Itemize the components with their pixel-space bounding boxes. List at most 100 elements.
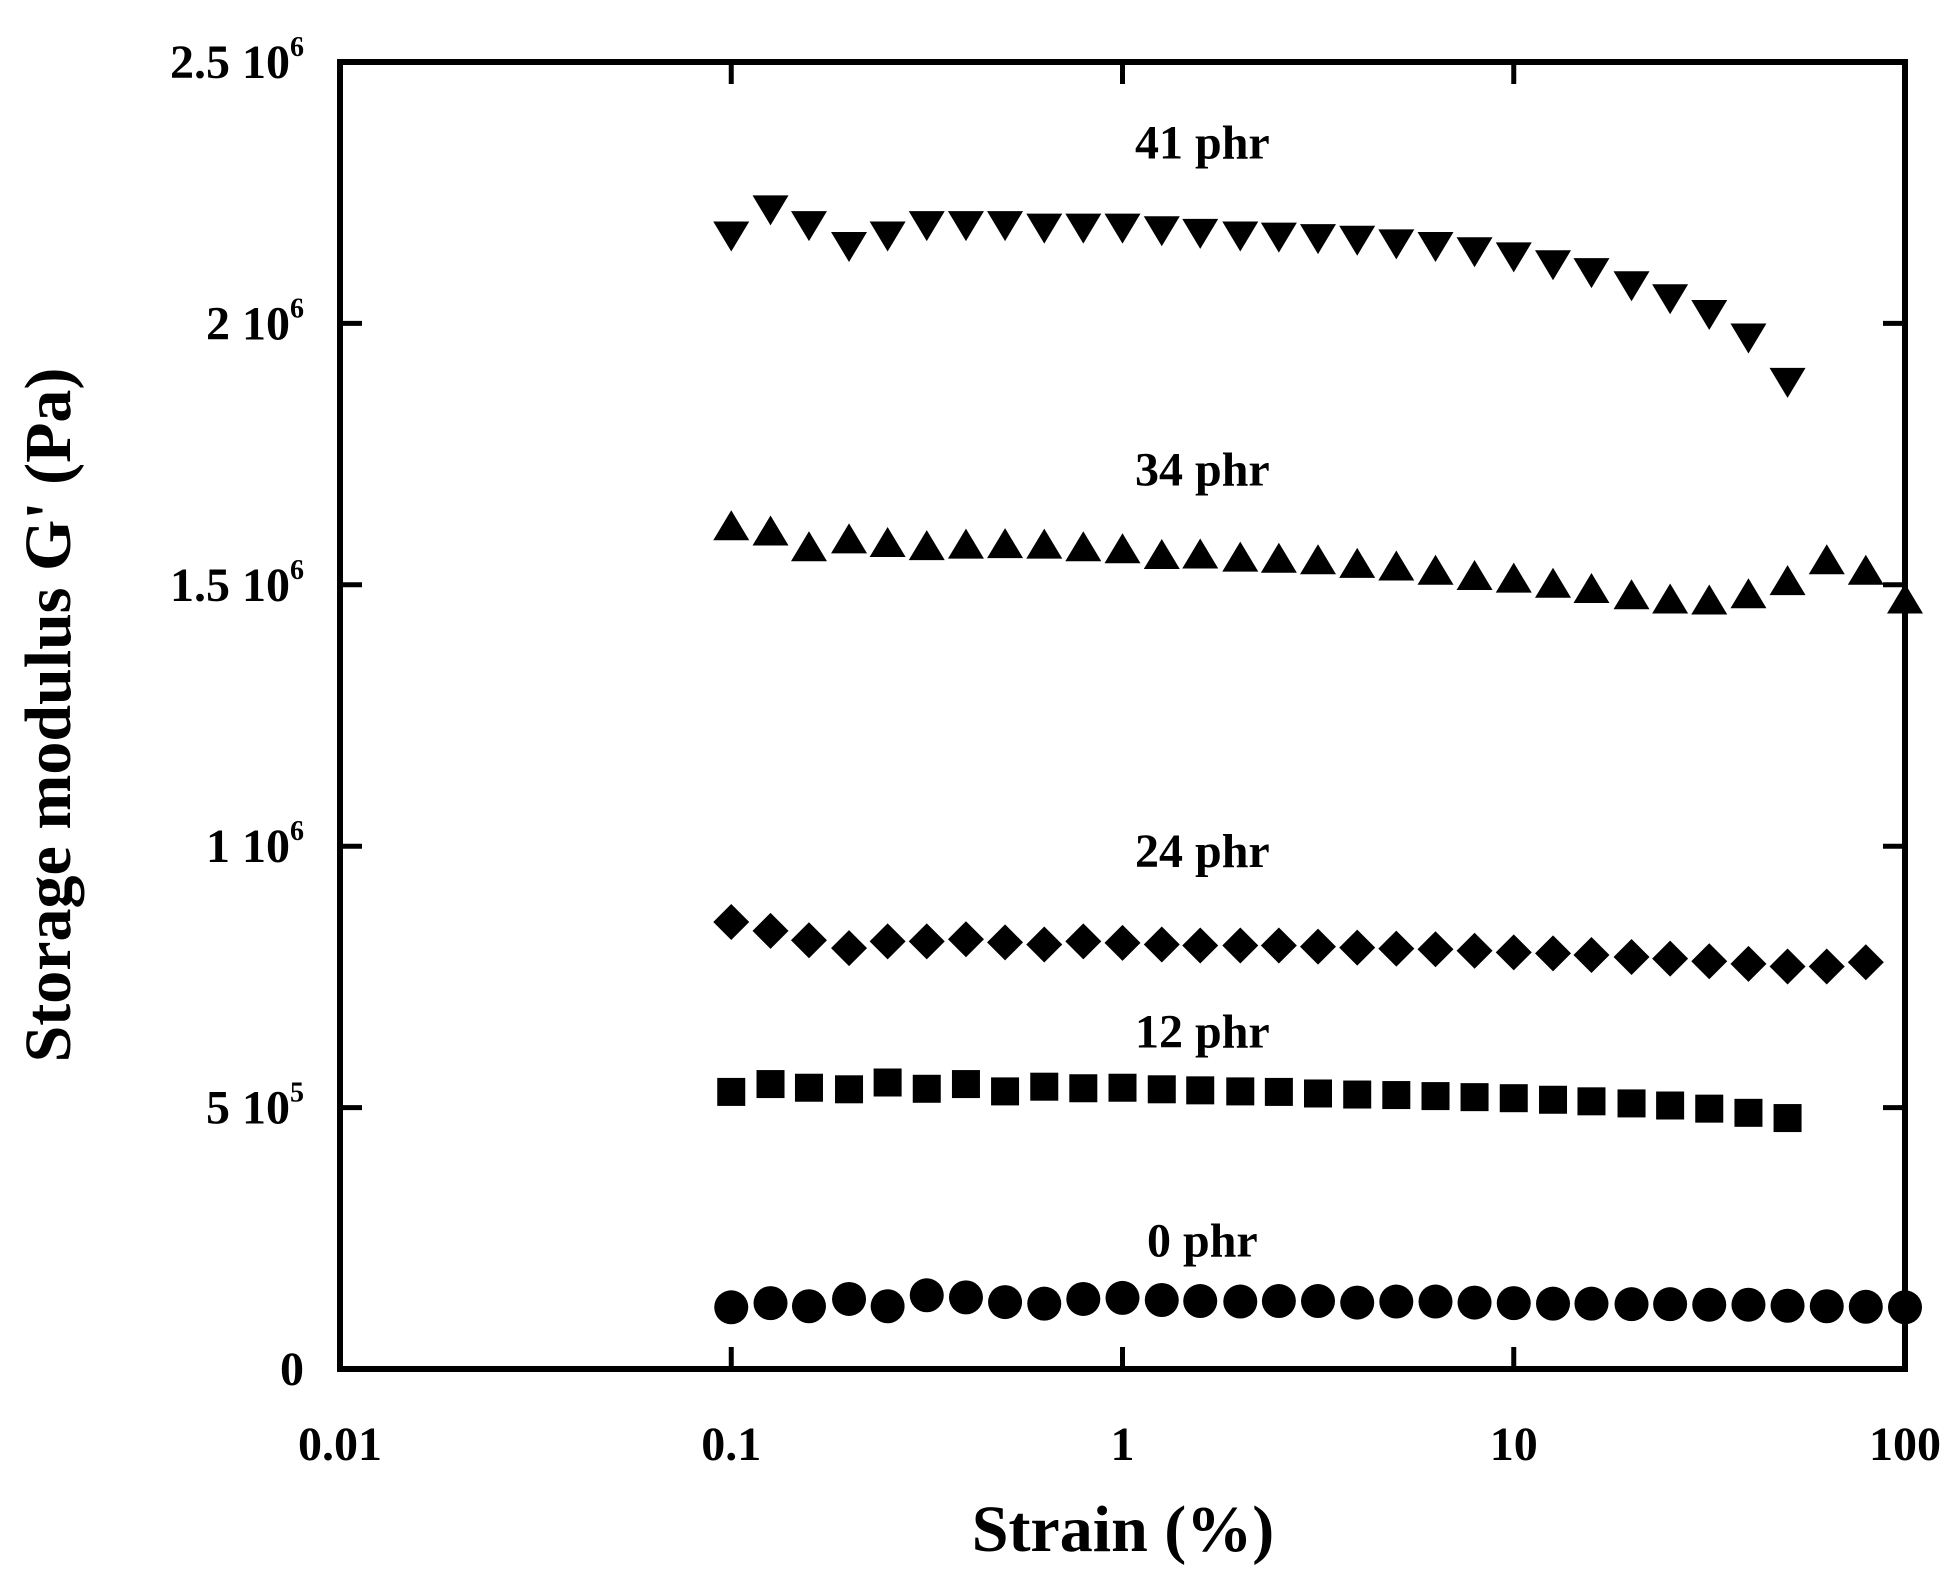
y-tick-mantissa: 0	[280, 1343, 304, 1396]
series-34-phr	[713, 510, 1923, 615]
data-point-diamond	[1417, 931, 1454, 968]
data-point-triangle-up	[1260, 542, 1297, 573]
data-point-diamond	[713, 904, 750, 941]
data-point-diamond	[987, 924, 1024, 961]
data-point-circle	[1809, 1289, 1844, 1324]
data-point-triangle-up	[1143, 539, 1180, 570]
y-tick-label: 5 105	[206, 1078, 304, 1135]
data-point-diamond	[1613, 939, 1650, 976]
data-point-diamond	[1065, 923, 1102, 960]
data-point-triangle-up	[1887, 583, 1923, 614]
data-point-circle	[1692, 1287, 1727, 1322]
data-point-square	[1460, 1083, 1489, 1112]
data-point-diamond	[1222, 927, 1259, 964]
data-point-square	[717, 1077, 746, 1106]
y-tick-exponent: 6	[290, 555, 304, 586]
data-point-triangle-down	[1026, 213, 1063, 244]
data-point-square	[1382, 1081, 1411, 1110]
data-point-circle	[1731, 1287, 1766, 1322]
data-point-triangle-up	[987, 528, 1024, 559]
data-point-triangle-down	[1613, 271, 1650, 302]
data-point-square	[951, 1070, 980, 1099]
data-point-square	[1577, 1087, 1606, 1116]
data-point-diamond	[1495, 934, 1532, 971]
plot-frame	[337, 59, 1908, 1372]
data-point-square	[756, 1070, 785, 1099]
y-tick-exponent: 6	[290, 32, 304, 63]
data-point-triangle-up	[1847, 554, 1884, 585]
y-tick-exponent: 6	[290, 816, 304, 847]
data-point-triangle-up	[1730, 578, 1767, 609]
data-point-square	[1186, 1076, 1215, 1105]
data-point-triangle-up	[1222, 541, 1259, 572]
data-point-triangle-down	[1417, 231, 1454, 262]
data-point-square	[1656, 1091, 1685, 1120]
data-point-circle	[909, 1278, 944, 1313]
data-point-triangle-down	[1456, 237, 1493, 268]
data-point-diamond	[1026, 926, 1063, 963]
data-point-diamond	[1652, 940, 1689, 977]
data-point-triangle-down	[831, 231, 868, 262]
data-point-triangle-up	[1065, 531, 1102, 562]
data-point-square	[1734, 1098, 1763, 1127]
data-point-triangle-up	[869, 527, 906, 558]
data-point-triangle-down	[752, 195, 789, 226]
data-point-triangle-down	[1300, 224, 1337, 255]
data-point-square	[835, 1075, 864, 1104]
data-point-triangle-down	[869, 221, 906, 252]
data-point-circle	[1027, 1286, 1062, 1321]
data-point-square	[1617, 1089, 1646, 1118]
data-point-triangle-down	[1378, 229, 1415, 260]
data-point-triangle-down	[1065, 213, 1102, 244]
series-0-phr	[714, 1278, 1922, 1325]
data-point-circle	[1653, 1287, 1688, 1322]
series-label: 12 phr	[1135, 1005, 1270, 1058]
data-point-triangle-up	[790, 531, 827, 562]
data-point-triangle-up	[1808, 544, 1845, 575]
series-labels: 0 phr 12 phr 24 phr 34 phr 41 phr	[1135, 117, 1270, 1268]
data-point-triangle-down	[987, 211, 1024, 242]
data-point-diamond	[1378, 930, 1415, 967]
data-point-triangle-down	[790, 211, 827, 242]
data-point-triangle-down	[1769, 367, 1806, 398]
data-point-triangle-up	[1456, 559, 1493, 590]
y-tick-label: 1 106	[206, 816, 304, 873]
y-axis-title: Storage modulus G' (Pa)	[12, 368, 85, 1063]
data-point-circle	[1496, 1286, 1531, 1321]
data-point-triangle-up	[1300, 544, 1337, 575]
data-point-diamond	[1339, 929, 1376, 966]
data-point-circle	[1223, 1284, 1258, 1319]
data-point-triangle-up	[752, 515, 789, 546]
data-point-triangle-down	[1573, 258, 1610, 289]
data-point-circle	[1770, 1288, 1805, 1323]
data-point-square	[1264, 1077, 1293, 1106]
series-24-phr	[713, 904, 1884, 985]
data-point-diamond	[1143, 926, 1180, 963]
data-point-square	[794, 1073, 823, 1102]
data-point-triangle-down	[908, 211, 945, 242]
data-point-square	[1421, 1082, 1450, 1111]
data-point-square	[1695, 1094, 1724, 1123]
data-point-circle	[1379, 1284, 1414, 1319]
data-point-circle	[1261, 1284, 1296, 1319]
data-point-triangle-down	[1143, 216, 1180, 247]
data-point-triangle-up	[908, 530, 945, 561]
data-point-diamond	[1535, 935, 1572, 972]
data-point-diamond	[831, 930, 868, 967]
data-point-circle	[1457, 1285, 1492, 1320]
data-point-square	[1147, 1075, 1176, 1104]
data-point-triangle-up	[1378, 550, 1415, 581]
data-point-diamond	[1182, 927, 1219, 964]
data-point-circle	[988, 1285, 1023, 1320]
data-point-triangle-down	[1222, 221, 1259, 252]
data-point-triangle-up	[1417, 554, 1454, 585]
data-point-triangle-up	[1339, 547, 1376, 578]
data-series	[713, 195, 1923, 1325]
data-point-square	[1304, 1079, 1333, 1108]
y-tick-mantissa: 2.5 10	[170, 36, 290, 89]
series-label: 34 phr	[1135, 443, 1270, 496]
data-point-triangle-up	[831, 523, 868, 554]
series-label: 24 phr	[1135, 825, 1270, 878]
